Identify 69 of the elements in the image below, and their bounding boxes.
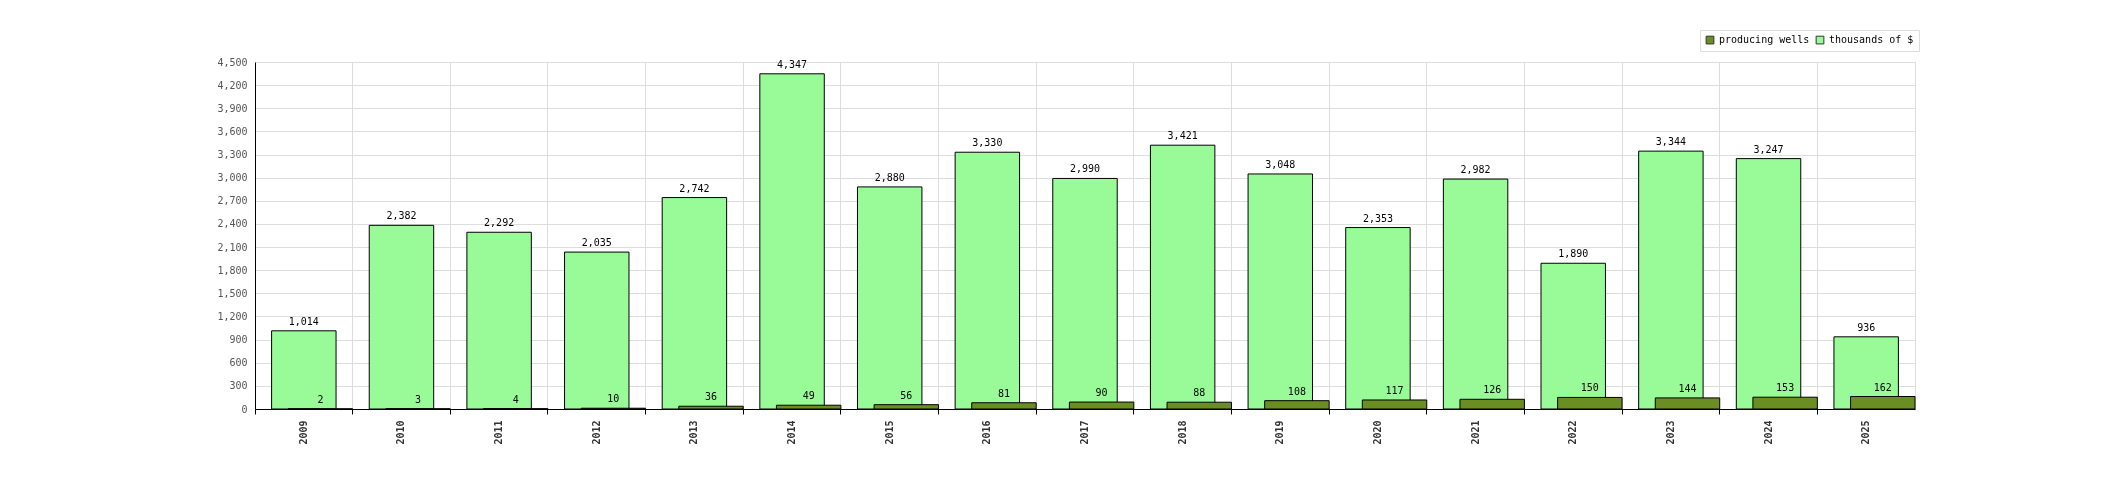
y-tick-label: 3,000	[217, 172, 248, 184]
data-label: 144	[1678, 382, 1697, 394]
x-tick-label: 2018	[1176, 420, 1188, 445]
data-label: 2,382	[386, 210, 417, 222]
data-label: 2,353	[1362, 212, 1393, 224]
x-tick-label: 2015	[883, 420, 895, 445]
data-label: 10	[607, 393, 620, 405]
data-label: 1,014	[288, 315, 319, 327]
data-label: 936	[1857, 321, 1876, 333]
data-label: 126	[1483, 384, 1502, 396]
legend-label: thousands of $	[1829, 34, 1914, 46]
data-label: 3,048	[1265, 158, 1296, 170]
data-label: 2,982	[1460, 164, 1491, 176]
data-label: 81	[997, 387, 1010, 399]
x-tick-label: 2012	[590, 420, 602, 445]
x-tick-label: 2013	[688, 420, 700, 445]
data-label: 162	[1873, 381, 1892, 393]
x-tick-label: 2021	[1469, 420, 1481, 445]
data-label: 3,247	[1753, 143, 1784, 155]
x-tick-label: 2016	[981, 420, 993, 445]
data-label: 49	[802, 390, 815, 402]
x-tick-label: 2011	[493, 420, 505, 445]
data-label: 3,421	[1167, 130, 1198, 142]
x-tick-label: 2017	[1079, 420, 1090, 445]
x-tick-label: 2010	[395, 420, 407, 445]
data-label: 2,035	[581, 237, 612, 249]
data-label: 4,347	[777, 58, 808, 70]
y-tick-label: 2,400	[217, 218, 248, 230]
x-tick-label: 2019	[1274, 420, 1286, 445]
x-tick-label: 2014	[786, 420, 798, 445]
data-label: 3	[415, 393, 422, 405]
y-tick-label: 4,500	[217, 56, 248, 68]
y-tick-label: 0	[241, 403, 248, 415]
data-label: 4	[512, 393, 519, 405]
y-tick-label: 4,200	[217, 79, 248, 91]
x-tick-label: 2020	[1371, 420, 1383, 445]
y-tick-label: 1,500	[217, 287, 248, 299]
data-label: 2	[317, 393, 324, 405]
x-tick-label: 2024	[1762, 420, 1774, 445]
data-label: 2,292	[484, 217, 515, 229]
data-label: 3,330	[972, 137, 1003, 149]
y-tick-label: 2,100	[217, 241, 248, 253]
data-label: 90	[1095, 387, 1108, 399]
legend-label: producing wells	[1719, 34, 1810, 46]
y-tick-label: 600	[229, 357, 248, 369]
data-label: 108	[1287, 385, 1306, 397]
y-tick-label: 1,200	[217, 310, 248, 322]
data-label: 3,344	[1655, 136, 1686, 148]
y-tick-label: 3,300	[217, 149, 248, 161]
x-tick-label: 2009	[297, 420, 309, 445]
data-label: 153	[1776, 382, 1795, 394]
y-tick-label: 900	[229, 334, 248, 346]
data-label: 117	[1385, 384, 1404, 396]
data-label: 56	[900, 389, 913, 401]
x-tick-label: 2025	[1860, 420, 1872, 445]
x-tick-label: 2022	[1567, 420, 1579, 445]
y-tick-label: 3,900	[217, 102, 248, 114]
data-label: 1,890	[1558, 248, 1589, 260]
data-label: 2,880	[874, 171, 905, 183]
y-tick-label: 300	[229, 380, 248, 392]
data-label: 2,990	[1069, 163, 1101, 175]
data-label: 36	[704, 391, 718, 403]
data-label: 88	[1193, 387, 1206, 399]
y-tick-label: 2,700	[217, 195, 248, 207]
data-label: 150	[1580, 382, 1599, 394]
data-label: 2,742	[679, 182, 710, 194]
y-tick-label: 3,600	[217, 125, 248, 137]
y-tick-label: 1,800	[217, 264, 248, 276]
x-tick-label: 2023	[1664, 420, 1676, 445]
